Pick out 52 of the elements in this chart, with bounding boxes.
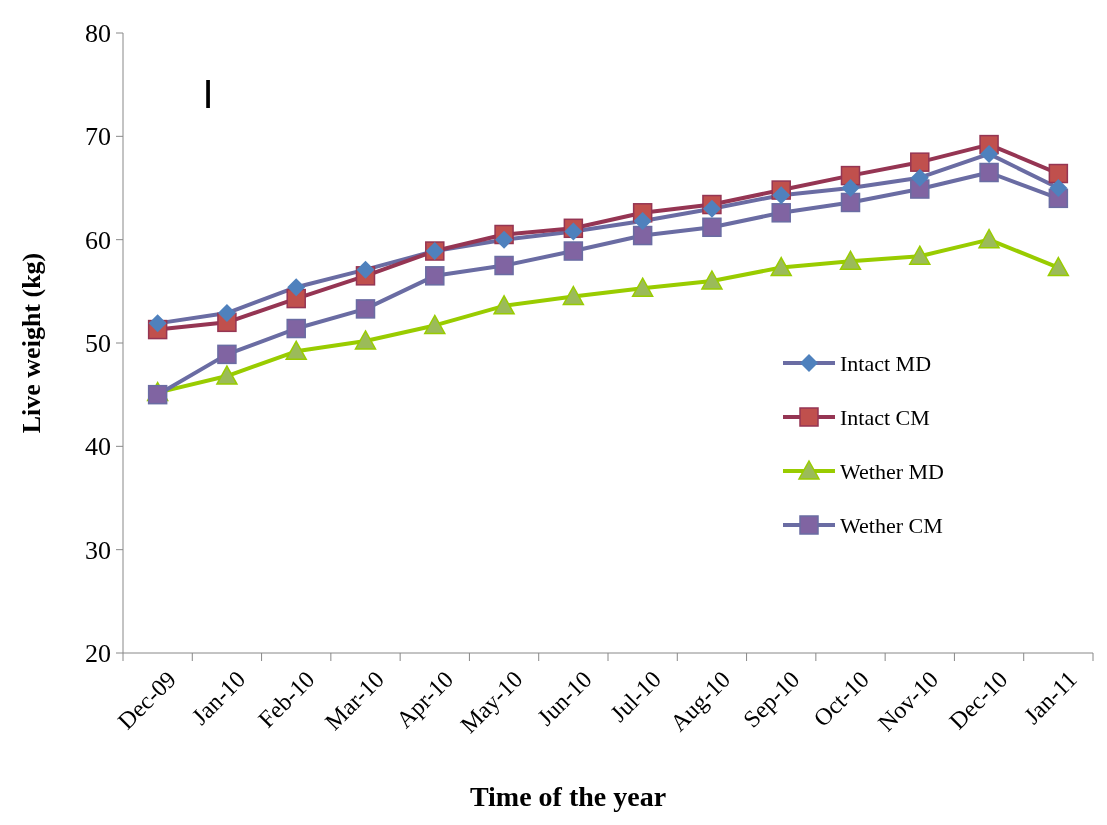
point (840, 192, 861, 213)
y-tick-label: 40 (85, 432, 111, 462)
y-tick-label: 60 (85, 225, 111, 255)
point (702, 217, 722, 238)
point (424, 314, 446, 335)
point (355, 299, 376, 319)
point (979, 162, 999, 183)
point (285, 340, 307, 361)
point (287, 278, 306, 297)
legend-label: Intact MD (840, 350, 932, 376)
point (839, 250, 862, 271)
x-axis-title: Time of the year (469, 781, 667, 812)
point (216, 365, 238, 385)
point (910, 152, 930, 172)
point (495, 230, 514, 249)
point (702, 199, 721, 218)
y-tick-label: 70 (85, 122, 111, 152)
legend-label: Wether MD (840, 458, 944, 484)
point (1047, 256, 1070, 277)
y-tick-label: 80 (85, 19, 111, 49)
point (494, 255, 514, 276)
point (770, 256, 792, 277)
point (148, 314, 167, 333)
point (841, 179, 860, 197)
y-tick-label: 50 (85, 329, 111, 359)
point (909, 245, 931, 265)
point (980, 144, 999, 163)
point (354, 330, 377, 350)
point (701, 270, 723, 290)
point (772, 186, 791, 205)
point (217, 344, 237, 365)
point (493, 295, 515, 315)
point (562, 285, 585, 306)
point (356, 260, 375, 279)
point (633, 212, 652, 231)
y-axis-title: Live weight (kg) (17, 252, 46, 434)
y-tick-label: 20 (85, 639, 111, 669)
point (631, 277, 654, 297)
point (910, 168, 929, 187)
point (563, 241, 584, 261)
point (217, 304, 236, 323)
annotation: I (202, 72, 214, 116)
y-tick-label: 30 (85, 535, 111, 565)
point (1049, 179, 1068, 197)
point (1048, 163, 1069, 184)
legend-label: Intact CM (840, 404, 930, 430)
point (425, 266, 445, 286)
point (978, 228, 1000, 249)
legend-label: Wether CM (840, 512, 943, 538)
point (771, 203, 791, 223)
point (286, 318, 306, 339)
point (632, 225, 653, 246)
